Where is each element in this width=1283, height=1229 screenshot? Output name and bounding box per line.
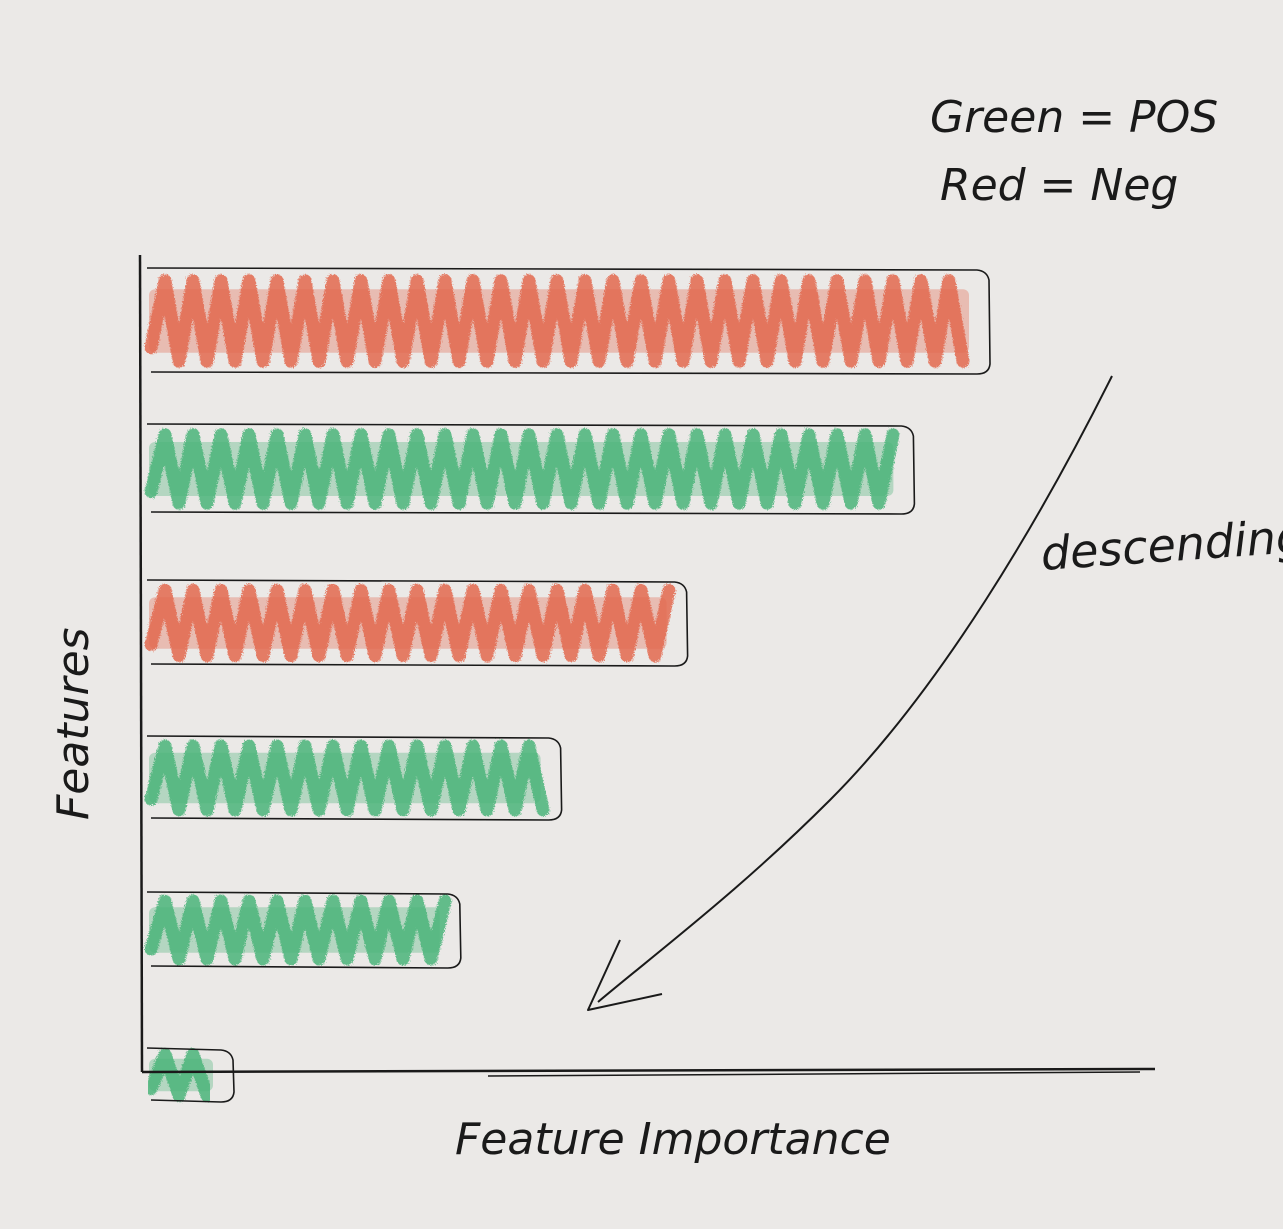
- x-axis: [141, 1067, 1156, 1074]
- x-axis-label: Feature Importance: [455, 1114, 891, 1165]
- y-axis: [138, 254, 144, 1073]
- bar-5-outline: [146, 891, 462, 969]
- x-axis-overstroke: [487, 1071, 1141, 1077]
- bar-2-fill: [144, 428, 900, 510]
- bar-3-outline: [146, 579, 689, 667]
- legend-neg-label: Red = Neg: [940, 160, 1178, 211]
- bar-1-fill: [144, 274, 970, 368]
- bars-group: [144, 267, 991, 1103]
- legend-pos-label: Green = POS: [930, 92, 1218, 143]
- y-axis-label: Features: [48, 627, 99, 820]
- bar-3-fill: [144, 583, 676, 663]
- bar-2-outline: [146, 423, 916, 515]
- descending-annotation: descending: [1039, 509, 1283, 581]
- bar-4-outline: [146, 735, 563, 821]
- bar-6-fill: [144, 1048, 214, 1102]
- descending-arrow: [597, 375, 1113, 1003]
- descending-arrowhead: [587, 939, 663, 1011]
- bar-5-fill: [144, 894, 452, 966]
- bar-1-outline: [146, 267, 991, 375]
- bar-4-fill: [144, 739, 550, 817]
- bar-6-outline: [146, 1047, 235, 1103]
